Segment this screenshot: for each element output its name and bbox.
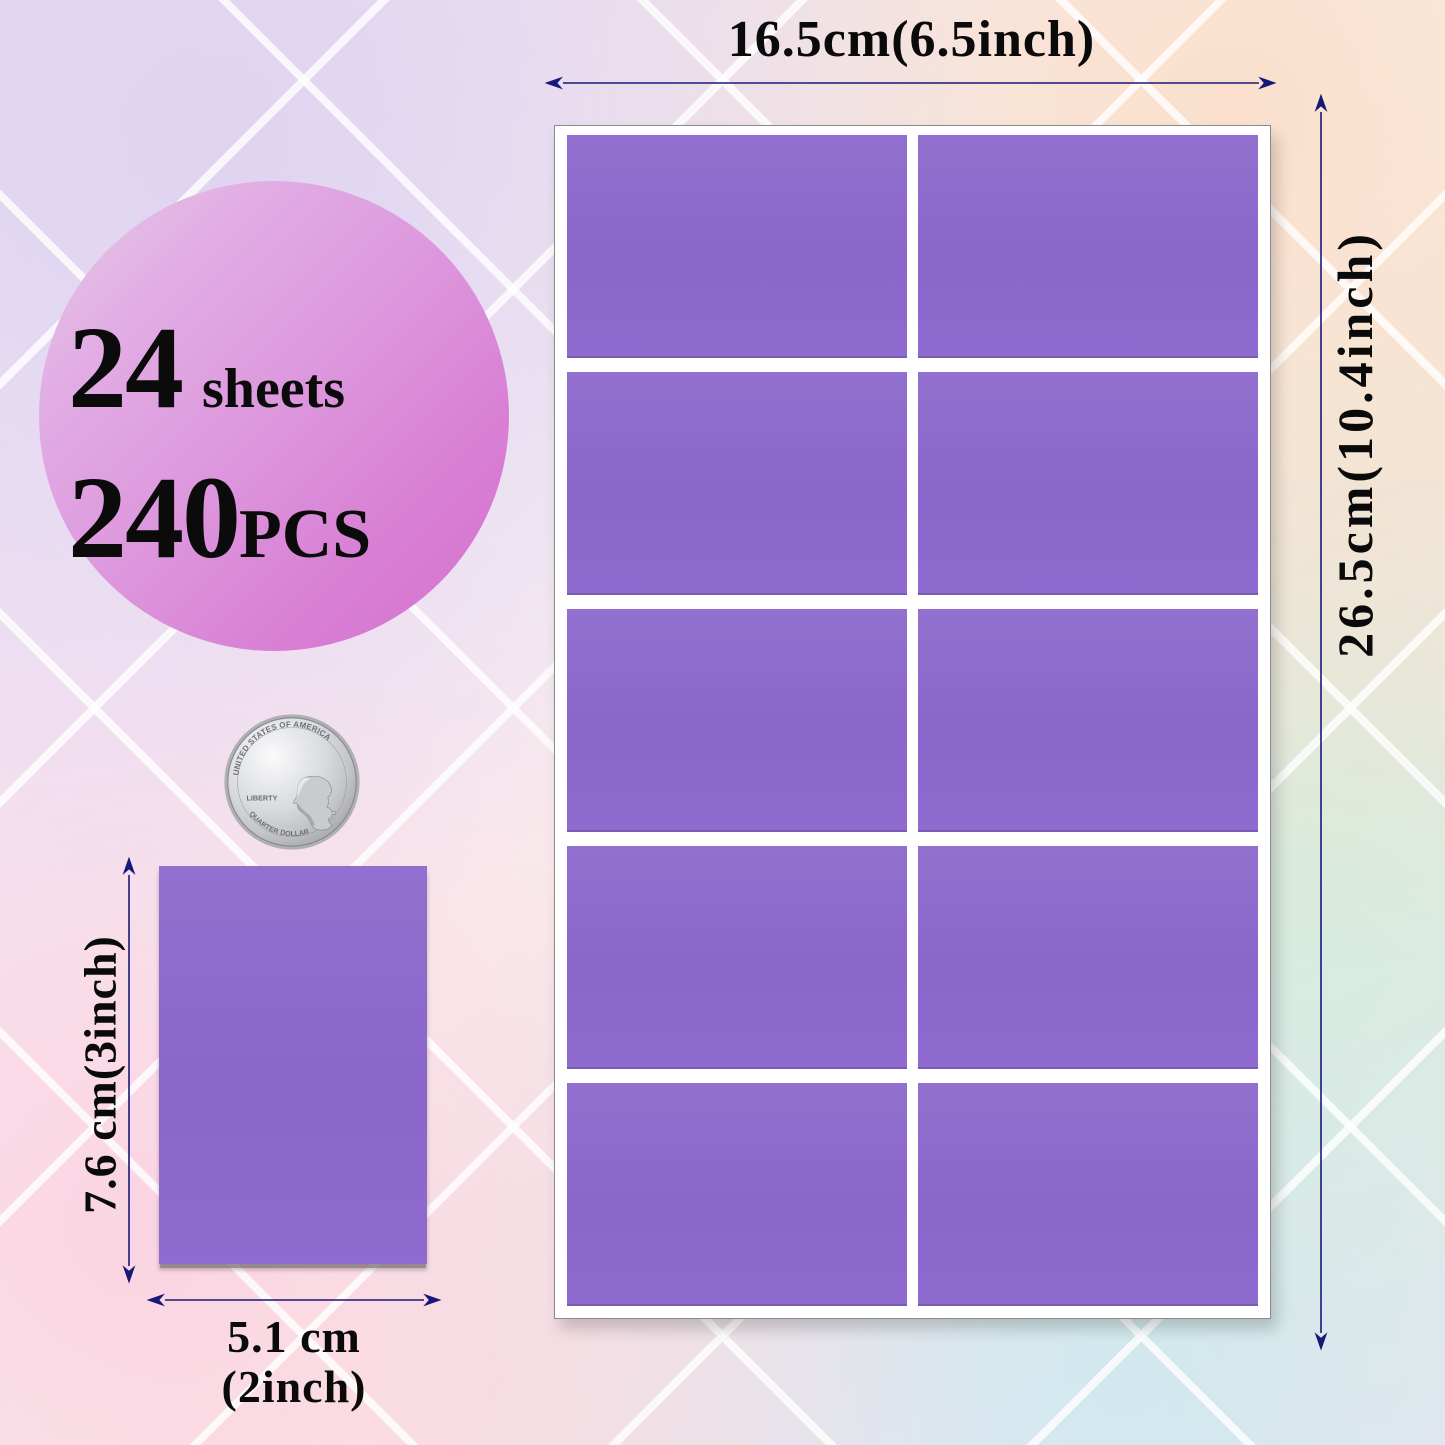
svg-text:LIBERTY: LIBERTY — [246, 794, 277, 803]
